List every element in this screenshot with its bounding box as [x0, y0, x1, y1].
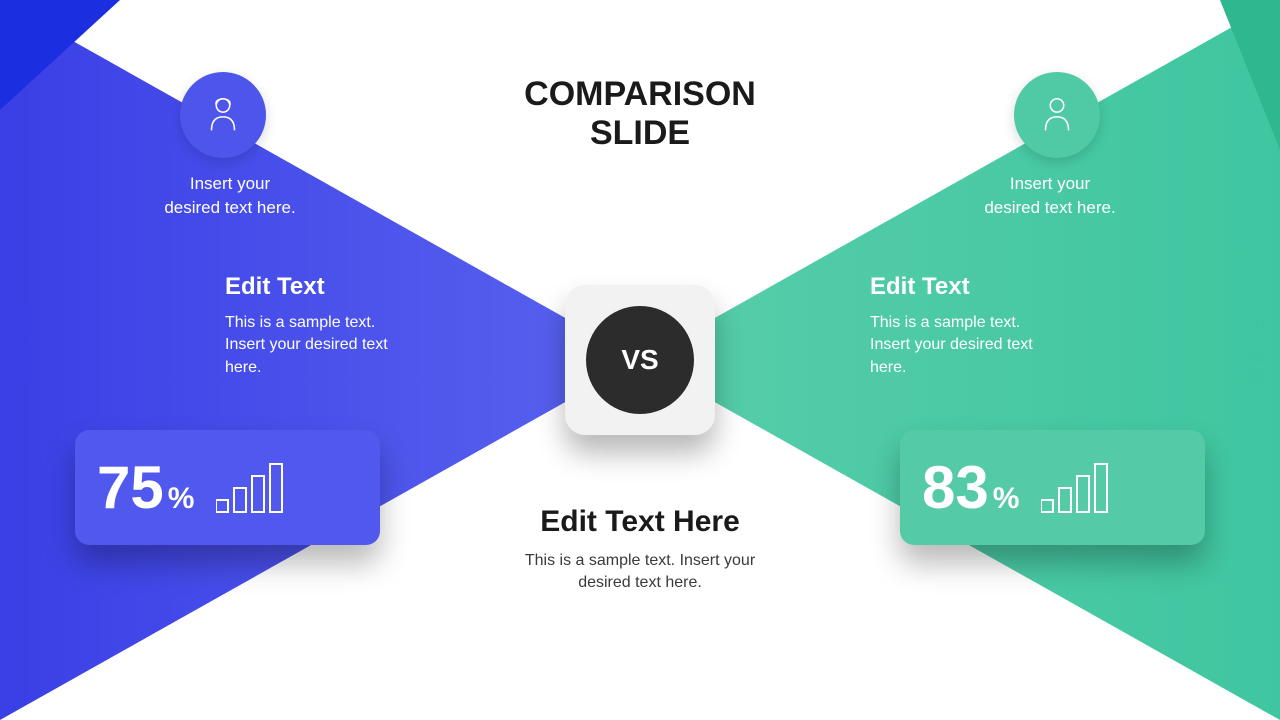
- title-line2: SLIDE: [524, 114, 756, 153]
- left-stat-value: 75 %: [97, 453, 194, 522]
- bottom-heading: Edit Text Here: [540, 505, 740, 539]
- male-icon: [1034, 92, 1080, 138]
- right-insert-text: Insert yourdesired text here.: [960, 172, 1140, 220]
- left-insert-text: Insert yourdesired text here.: [140, 172, 320, 220]
- bars-icon: [216, 460, 290, 516]
- right-edit-heading: Edit Text: [870, 273, 970, 301]
- slide-title: COMPARISON SLIDE: [524, 75, 756, 153]
- left-edit-body: This is a sample text.Insert your desire…: [225, 312, 435, 379]
- title-line1: COMPARISON: [524, 75, 756, 114]
- accent-top-left: [0, 0, 120, 110]
- right-icon-circle: [1014, 72, 1100, 158]
- right-category-label: MALE: [1244, 315, 1270, 385]
- bottom-body: This is a sample text. Insert yourdesire…: [470, 550, 810, 595]
- accent-top-right: [1220, 0, 1280, 150]
- bars-icon: [1041, 460, 1115, 516]
- female-icon: [200, 92, 246, 138]
- vs-circle: VS: [586, 306, 694, 414]
- left-edit-heading: Edit Text: [225, 273, 325, 301]
- right-edit-body: This is a sample text.Insert your desire…: [870, 312, 1080, 379]
- right-stat-card: 83 %: [900, 430, 1205, 545]
- right-stat-value: 83 %: [922, 453, 1019, 522]
- vs-box: VS: [565, 285, 715, 435]
- vs-label: VS: [621, 344, 658, 376]
- left-stat-card: 75 %: [75, 430, 380, 545]
- left-category-label: FEMALE: [10, 300, 36, 402]
- left-icon-circle: [180, 72, 266, 158]
